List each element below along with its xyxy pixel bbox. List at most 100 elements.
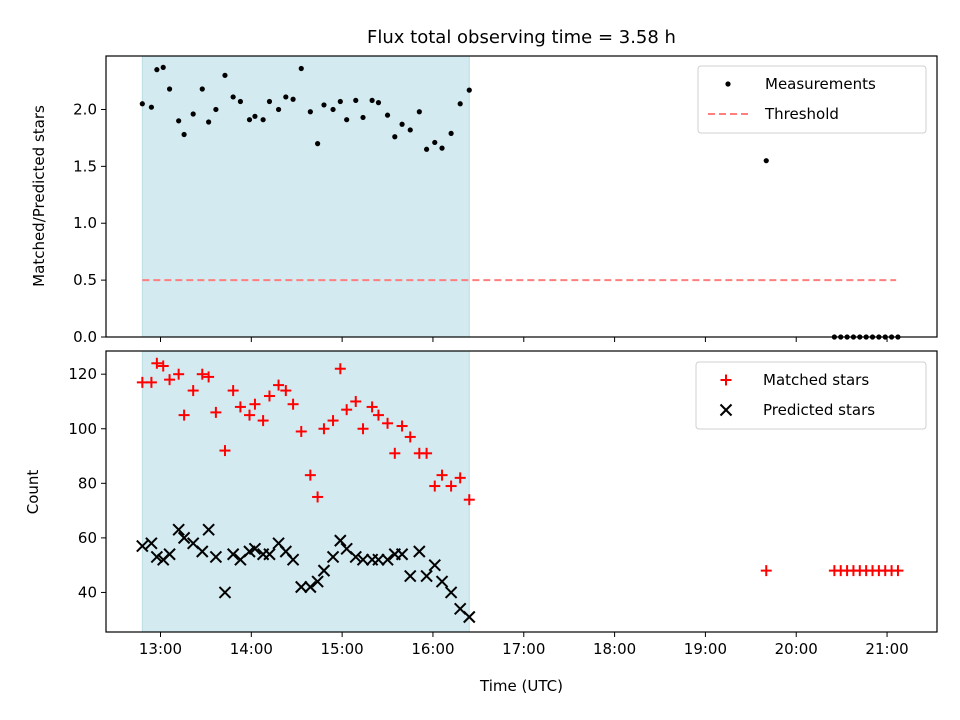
y-tick-label: 40 xyxy=(78,583,97,601)
predicted-stars-point xyxy=(263,548,276,561)
y-tick-label: 0.5 xyxy=(73,271,97,289)
matched-stars-point xyxy=(178,409,190,421)
measurements-point xyxy=(290,96,296,102)
measurements-point xyxy=(176,118,182,124)
matched-stars-point xyxy=(454,472,466,484)
y-tick-label: 2.0 xyxy=(73,100,97,118)
matched-stars-point xyxy=(249,398,261,410)
measurements-point xyxy=(466,87,472,93)
measurements-point xyxy=(448,130,454,136)
matched-stars-point xyxy=(357,423,369,435)
x-tick-label: 16:00 xyxy=(411,640,454,658)
axes-frame xyxy=(105,55,938,338)
matched-stars-point xyxy=(421,447,433,459)
matched-stars-point xyxy=(196,368,208,380)
predicted-stars-point xyxy=(136,539,149,553)
predicted-stars-point xyxy=(286,553,300,566)
matched-stars-point xyxy=(263,390,275,402)
legend-box xyxy=(695,361,927,430)
predicted-stars-point xyxy=(444,586,458,599)
predicted-stars-point xyxy=(209,550,223,564)
measurements-point xyxy=(353,97,359,103)
axes-frame xyxy=(105,350,938,633)
predicted-stars-point xyxy=(435,575,449,588)
measurements-point xyxy=(260,117,266,123)
predicted-stars-point xyxy=(381,553,394,566)
matched-stars-point xyxy=(304,469,316,481)
predicted-stars-point xyxy=(196,545,209,558)
matched-stars-point xyxy=(257,415,269,427)
legend-threshold-label: Threshold xyxy=(764,105,839,123)
matched-stars-point xyxy=(892,565,904,577)
measurements-point xyxy=(199,86,205,92)
matched-stars-point xyxy=(341,404,353,416)
matched-stars-point xyxy=(463,494,475,506)
predicted-stars-point xyxy=(349,550,362,564)
bottom-y-axis-label: Count xyxy=(24,470,42,515)
x-tick-label: 20:00 xyxy=(775,640,818,658)
measurements-point xyxy=(283,94,289,100)
predicted-stars-point xyxy=(317,564,331,577)
measurements-point xyxy=(298,65,304,72)
measurements-point xyxy=(166,86,173,92)
matched-stars-point xyxy=(234,401,246,413)
measurements-point xyxy=(266,98,273,105)
measurements-point xyxy=(230,94,236,100)
measurements-point xyxy=(407,127,413,133)
predicted-stars-point xyxy=(248,542,262,555)
bottom-panel: Count Time (UTC) 40 60 80 100 120 13:00 14:00 1… xyxy=(24,350,938,695)
predicted-stars-point xyxy=(163,548,176,561)
x-tick-label: 13:00 xyxy=(139,640,182,658)
measurements-point xyxy=(432,139,438,146)
matched-stars-point xyxy=(210,406,222,418)
measurements-point xyxy=(423,146,430,152)
matched-stars-point xyxy=(760,565,772,577)
measurements-point xyxy=(160,64,166,70)
matched-stars-point xyxy=(203,371,215,383)
measurements-point xyxy=(321,102,327,108)
matched-stars-point xyxy=(295,425,307,437)
measurements-point xyxy=(139,101,145,107)
measurements-point xyxy=(190,111,196,117)
measurements-point xyxy=(222,72,228,78)
y-tick-label: 100 xyxy=(68,420,97,438)
measurements-point xyxy=(213,106,219,113)
matched-stars-point xyxy=(243,409,255,421)
chart-title: Flux total observing time = 3.58 h xyxy=(367,27,676,48)
x-tick-label: 14:00 xyxy=(230,640,273,658)
matched-stars-point xyxy=(157,360,169,372)
matched-stars-point xyxy=(445,480,457,492)
legend-measurements-label: Measurements xyxy=(765,75,876,93)
predicted-stars-point xyxy=(304,580,317,594)
matched-stars-point xyxy=(436,469,448,481)
y-tick-label: 120 xyxy=(68,365,97,383)
legend: Matched stars Predicted stars xyxy=(695,361,927,430)
measurements-point xyxy=(252,113,258,119)
measurements-point xyxy=(344,117,350,123)
matched-stars-point xyxy=(145,376,157,388)
predicted-stars-point xyxy=(202,523,215,536)
predicted-stars-point xyxy=(295,580,308,594)
measurements-point xyxy=(330,106,336,113)
matched-stars-point xyxy=(173,368,185,380)
matched-stars-point xyxy=(164,374,176,386)
measurements-point xyxy=(337,98,343,105)
matched-stars-point xyxy=(366,401,378,413)
matched-stars-point xyxy=(327,415,339,427)
y-tick-label: 80 xyxy=(78,474,97,492)
matched-stars-point xyxy=(312,491,324,503)
y-tick-label: 1.0 xyxy=(73,214,97,232)
measurements-point xyxy=(375,100,382,106)
measurements-point xyxy=(315,140,321,147)
matched-stars-point xyxy=(219,445,231,457)
legend-matched-stars-label: Matched stars xyxy=(763,371,869,389)
matched-stars-point xyxy=(389,447,401,459)
observing-span-shade xyxy=(141,55,470,338)
x-tick-label: 17:00 xyxy=(502,640,545,658)
predicted-stars-series xyxy=(136,523,476,624)
predicted-stars-point xyxy=(395,548,409,561)
legend-matched-stars-swatch xyxy=(720,374,732,386)
bottom-plot-area: 40 60 80 100 120 13:00 14:00 15:00 16:00 17:00 18:… xyxy=(68,350,938,658)
matched-stars-point xyxy=(280,385,292,397)
measurements-point xyxy=(360,114,366,121)
